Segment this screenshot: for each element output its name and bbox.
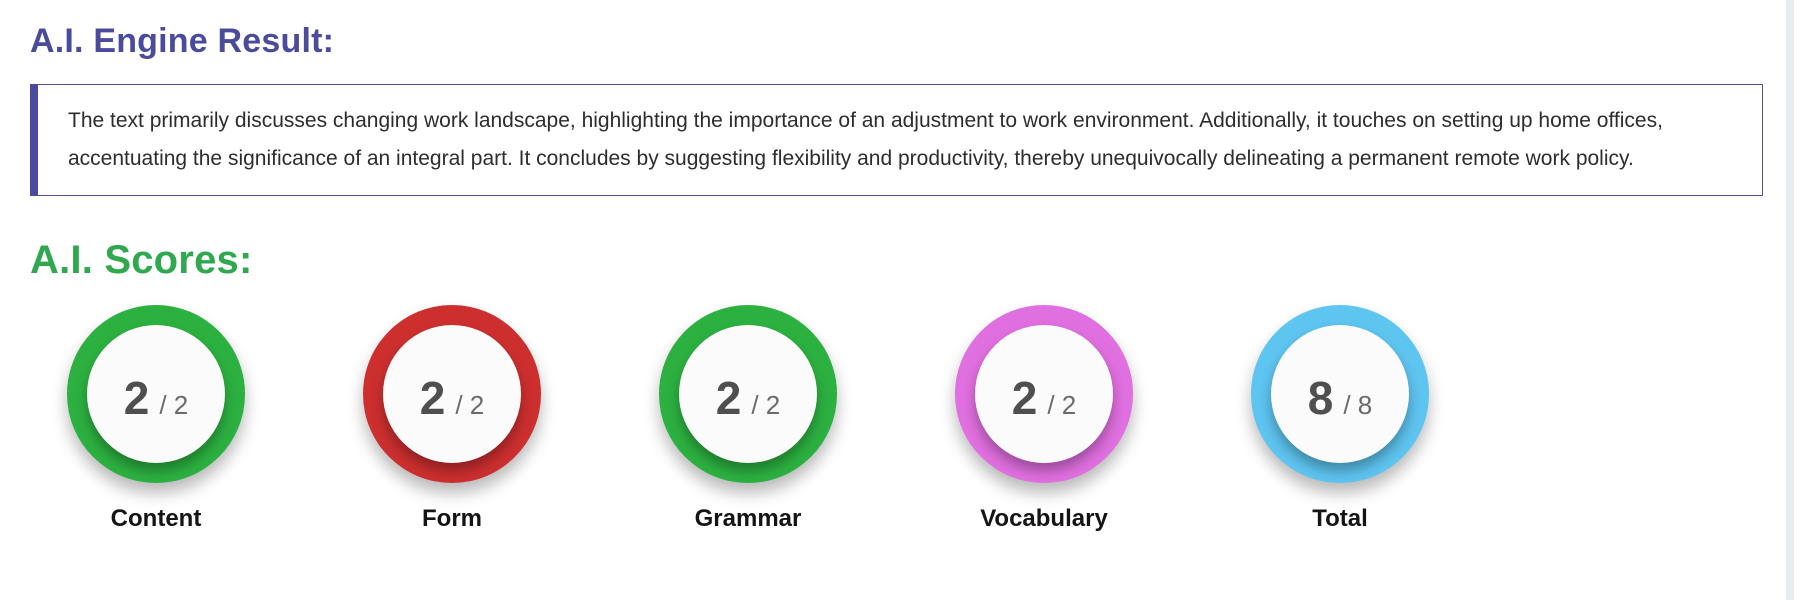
score-value-wrap: 2 / 2 [124, 371, 189, 425]
score-inner-circle: 2 / 2 [87, 325, 225, 463]
score-inner-circle: 8 / 8 [1271, 325, 1409, 463]
score-label: Content [110, 505, 202, 532]
score-max: / 8 [1343, 390, 1373, 420]
scores-row: 2 / 2 Content 2 / 2 Form 2 / 2 [8, 305, 1800, 533]
score-value: 2 [419, 372, 446, 424]
score-card-form: 2 / 2 Form [304, 305, 600, 533]
score-value: 2 [1011, 372, 1038, 424]
score-label: Grammar [694, 505, 802, 532]
score-ring: 2 / 2 [659, 305, 837, 483]
score-value-wrap: 2 / 2 [1012, 371, 1077, 425]
score-card-content: 2 / 2 Content [8, 305, 304, 533]
score-value-wrap: 8 / 8 [1308, 371, 1373, 425]
score-max: / 2 [1047, 390, 1077, 420]
score-value: 2 [715, 372, 742, 424]
score-label: Vocabulary [980, 505, 1108, 532]
score-card-total: 8 / 8 Total [1192, 305, 1488, 533]
score-ring: 2 / 2 [363, 305, 541, 483]
scrollbar-track[interactable] [1786, 0, 1794, 600]
score-max: / 2 [159, 390, 189, 420]
score-max: / 2 [751, 390, 781, 420]
engine-result-text: The text primarily discusses changing wo… [68, 109, 1663, 170]
score-inner-circle: 2 / 2 [975, 325, 1113, 463]
score-value: 2 [123, 372, 150, 424]
score-label: Form [422, 505, 482, 532]
score-max: / 2 [455, 390, 485, 420]
score-value-wrap: 2 / 2 [716, 371, 781, 425]
score-value: 8 [1307, 372, 1334, 424]
score-inner-circle: 2 / 2 [383, 325, 521, 463]
score-ring: 2 / 2 [67, 305, 245, 483]
engine-result-box: The text primarily discusses changing wo… [30, 84, 1763, 196]
score-inner-circle: 2 / 2 [679, 325, 817, 463]
score-label: Total [1312, 505, 1368, 532]
score-card-grammar: 2 / 2 Grammar [600, 305, 896, 533]
score-value-wrap: 2 / 2 [420, 371, 485, 425]
score-card-vocabulary: 2 / 2 Vocabulary [896, 305, 1192, 533]
score-ring: 2 / 2 [955, 305, 1133, 483]
engine-result-heading: A.I. Engine Result: [30, 22, 335, 60]
scores-heading: A.I. Scores: [30, 238, 253, 282]
score-ring: 8 / 8 [1251, 305, 1429, 483]
